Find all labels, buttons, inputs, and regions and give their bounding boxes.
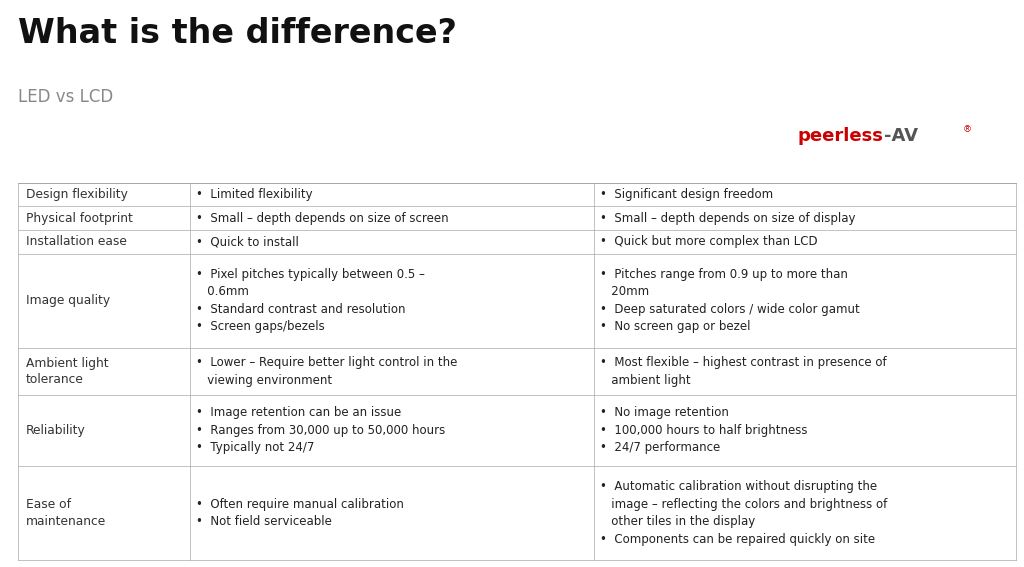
Text: •  Automatic calibration without disrupting the
   image – reflecting the colors: • Automatic calibration without disrupti…	[600, 480, 888, 546]
Text: •  No image retention
•  100,000 hours to half brightness
•  24/7 performance: • No image retention • 100,000 hours to …	[600, 407, 808, 455]
Text: Ease of
maintenance: Ease of maintenance	[26, 498, 105, 528]
Text: •  Quick but more complex than LCD: • Quick but more complex than LCD	[600, 235, 818, 248]
Text: What is the difference?: What is the difference?	[18, 17, 458, 50]
Text: Design flexibility: Design flexibility	[26, 188, 127, 201]
Text: Ambient light
tolerance: Ambient light tolerance	[26, 357, 109, 386]
Text: LED vs LCD: LED vs LCD	[18, 88, 114, 106]
Text: •  Quick to install: • Quick to install	[197, 235, 299, 248]
Text: peerless: peerless	[798, 127, 884, 145]
Text: Reliability: Reliability	[26, 424, 85, 437]
Text: •  Pixel pitches typically between 0.5 –
   0.6mm
•  Standard contrast and resol: • Pixel pitches typically between 0.5 – …	[197, 268, 425, 333]
Text: •  Significant design freedom: • Significant design freedom	[600, 188, 773, 201]
Text: ®: ®	[963, 125, 972, 134]
Text: •  Lower – Require better light control in the
   viewing environment: • Lower – Require better light control i…	[197, 356, 458, 387]
Text: •  Often require manual calibration
•  Not field serviceable: • Often require manual calibration • Not…	[197, 498, 404, 528]
Text: CONSIDERATION: CONSIDERATION	[47, 159, 162, 172]
Text: Installation ease: Installation ease	[26, 235, 127, 248]
Text: •  Pitches range from 0.9 up to more than
   20mm
•  Deep saturated colors / wid: • Pitches range from 0.9 up to more than…	[600, 268, 860, 333]
Text: •  Most flexible – highest contrast in presence of
   ambient light: • Most flexible – highest contrast in pr…	[600, 356, 887, 387]
Text: Physical footprint: Physical footprint	[26, 211, 132, 225]
Text: •  Small – depth depends on size of screen: • Small – depth depends on size of scree…	[197, 211, 449, 225]
Text: •  Small – depth depends on size of display: • Small – depth depends on size of displ…	[600, 211, 856, 225]
Text: •  Image retention can be an issue
•  Ranges from 30,000 up to 50,000 hours
•  T: • Image retention can be an issue • Rang…	[197, 407, 445, 455]
Text: •  Limited flexibility: • Limited flexibility	[197, 188, 312, 201]
Text: LED: LED	[792, 159, 818, 172]
Text: -AV: -AV	[884, 127, 918, 145]
Text: Image quality: Image quality	[26, 294, 110, 307]
Text: LCD: LCD	[378, 159, 406, 172]
